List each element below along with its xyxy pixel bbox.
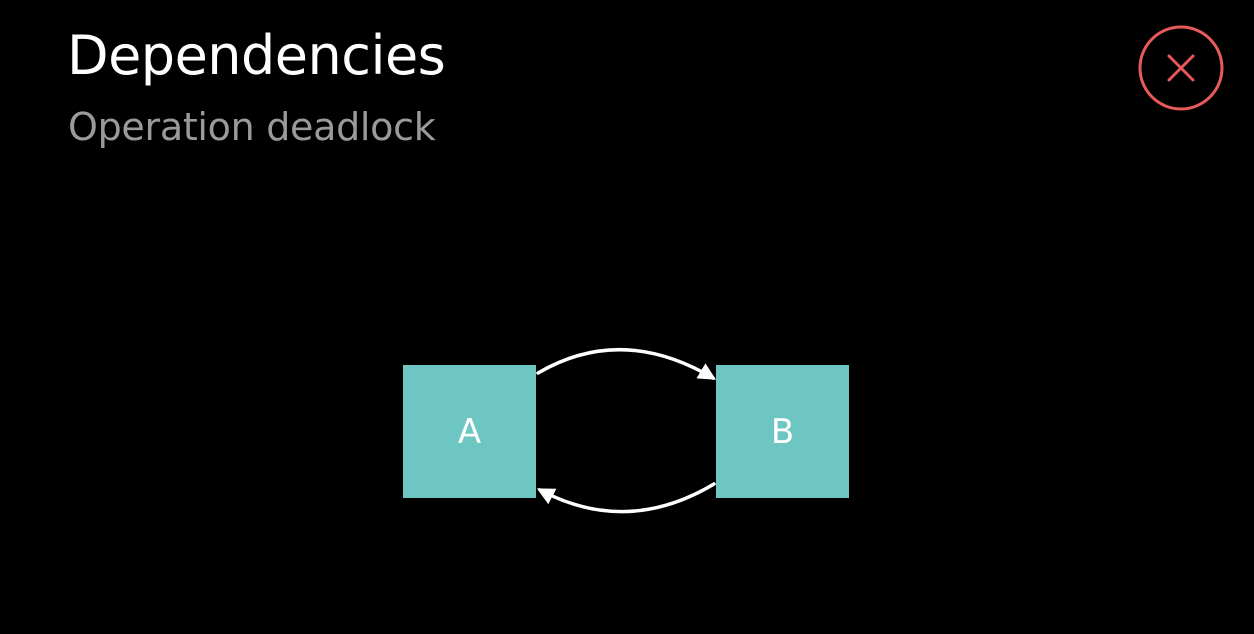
close-icon xyxy=(1138,25,1224,111)
node-a-label: A xyxy=(457,411,482,452)
node-b-label: B xyxy=(770,411,795,452)
node-b: B xyxy=(716,365,849,498)
arrow-b-to-a xyxy=(536,482,716,514)
page-subtitle: Operation deadlock xyxy=(68,105,436,149)
close-button[interactable] xyxy=(1138,25,1224,111)
page-title: Dependencies xyxy=(67,24,446,87)
arrow-a-to-b xyxy=(536,348,717,380)
node-a: A xyxy=(403,365,536,498)
